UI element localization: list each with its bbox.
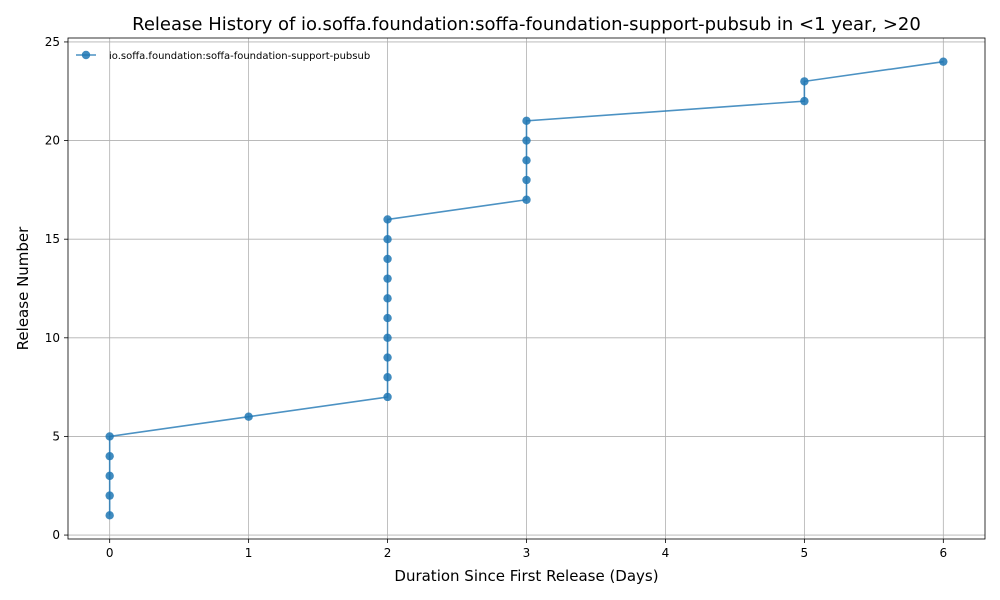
- x-tick-label: 5: [801, 546, 809, 560]
- data-point: [800, 96, 809, 106]
- y-tick-label: 15: [45, 232, 60, 246]
- data-point: [244, 412, 253, 421]
- data-point: [105, 511, 114, 520]
- x-tick-label: 1: [245, 546, 253, 560]
- y-tick-label: 10: [45, 331, 60, 345]
- y-axis-label: Release Number: [14, 226, 32, 350]
- x-tick-label: 2: [384, 546, 392, 560]
- data-point: [383, 333, 392, 343]
- data-point: [522, 195, 531, 204]
- data-point: [383, 274, 392, 283]
- legend-point-marker: [81, 50, 91, 60]
- data-point: [105, 432, 114, 441]
- grid-lines: [68, 38, 985, 539]
- y-tick-label: 5: [52, 429, 60, 443]
- x-axis-label: Duration Since First Release (Days): [394, 567, 658, 585]
- axis-ticks: 0 1 2 3 4 5 6 0 5 10 15 20 25: [45, 35, 947, 560]
- data-point: [105, 471, 114, 481]
- y-tick-label: 25: [45, 35, 60, 49]
- x-tick-label: 3: [523, 546, 531, 560]
- data-point: [383, 294, 392, 303]
- data-point: [383, 254, 392, 264]
- data-point: [383, 353, 392, 362]
- chart-title: Release History of io.soffa.foundation:s…: [132, 14, 921, 35]
- data-point: [522, 175, 531, 185]
- data-point: [939, 57, 948, 66]
- data-point: [383, 215, 392, 224]
- data-point: [522, 156, 531, 165]
- data-point: [522, 116, 531, 126]
- data-point: [383, 313, 392, 323]
- data-point: [105, 451, 114, 461]
- x-tick-label: 6: [939, 546, 947, 560]
- x-tick-label: 4: [662, 546, 670, 560]
- data-point: [105, 491, 114, 500]
- legend-entry-label: io.soffa.foundation:soffa-foundation-sup…: [109, 51, 370, 62]
- legend: io.soffa.foundation:soffa-foundation-sup…: [76, 50, 370, 62]
- x-tick-label: 0: [106, 546, 114, 560]
- y-tick-label: 0: [52, 528, 60, 542]
- data-point: [383, 392, 392, 402]
- data-point: [383, 373, 392, 382]
- data-point: [800, 77, 809, 86]
- series-layer: [105, 57, 948, 520]
- data-point: [522, 136, 531, 145]
- data-point: [383, 234, 392, 244]
- y-tick-label: 20: [45, 134, 60, 148]
